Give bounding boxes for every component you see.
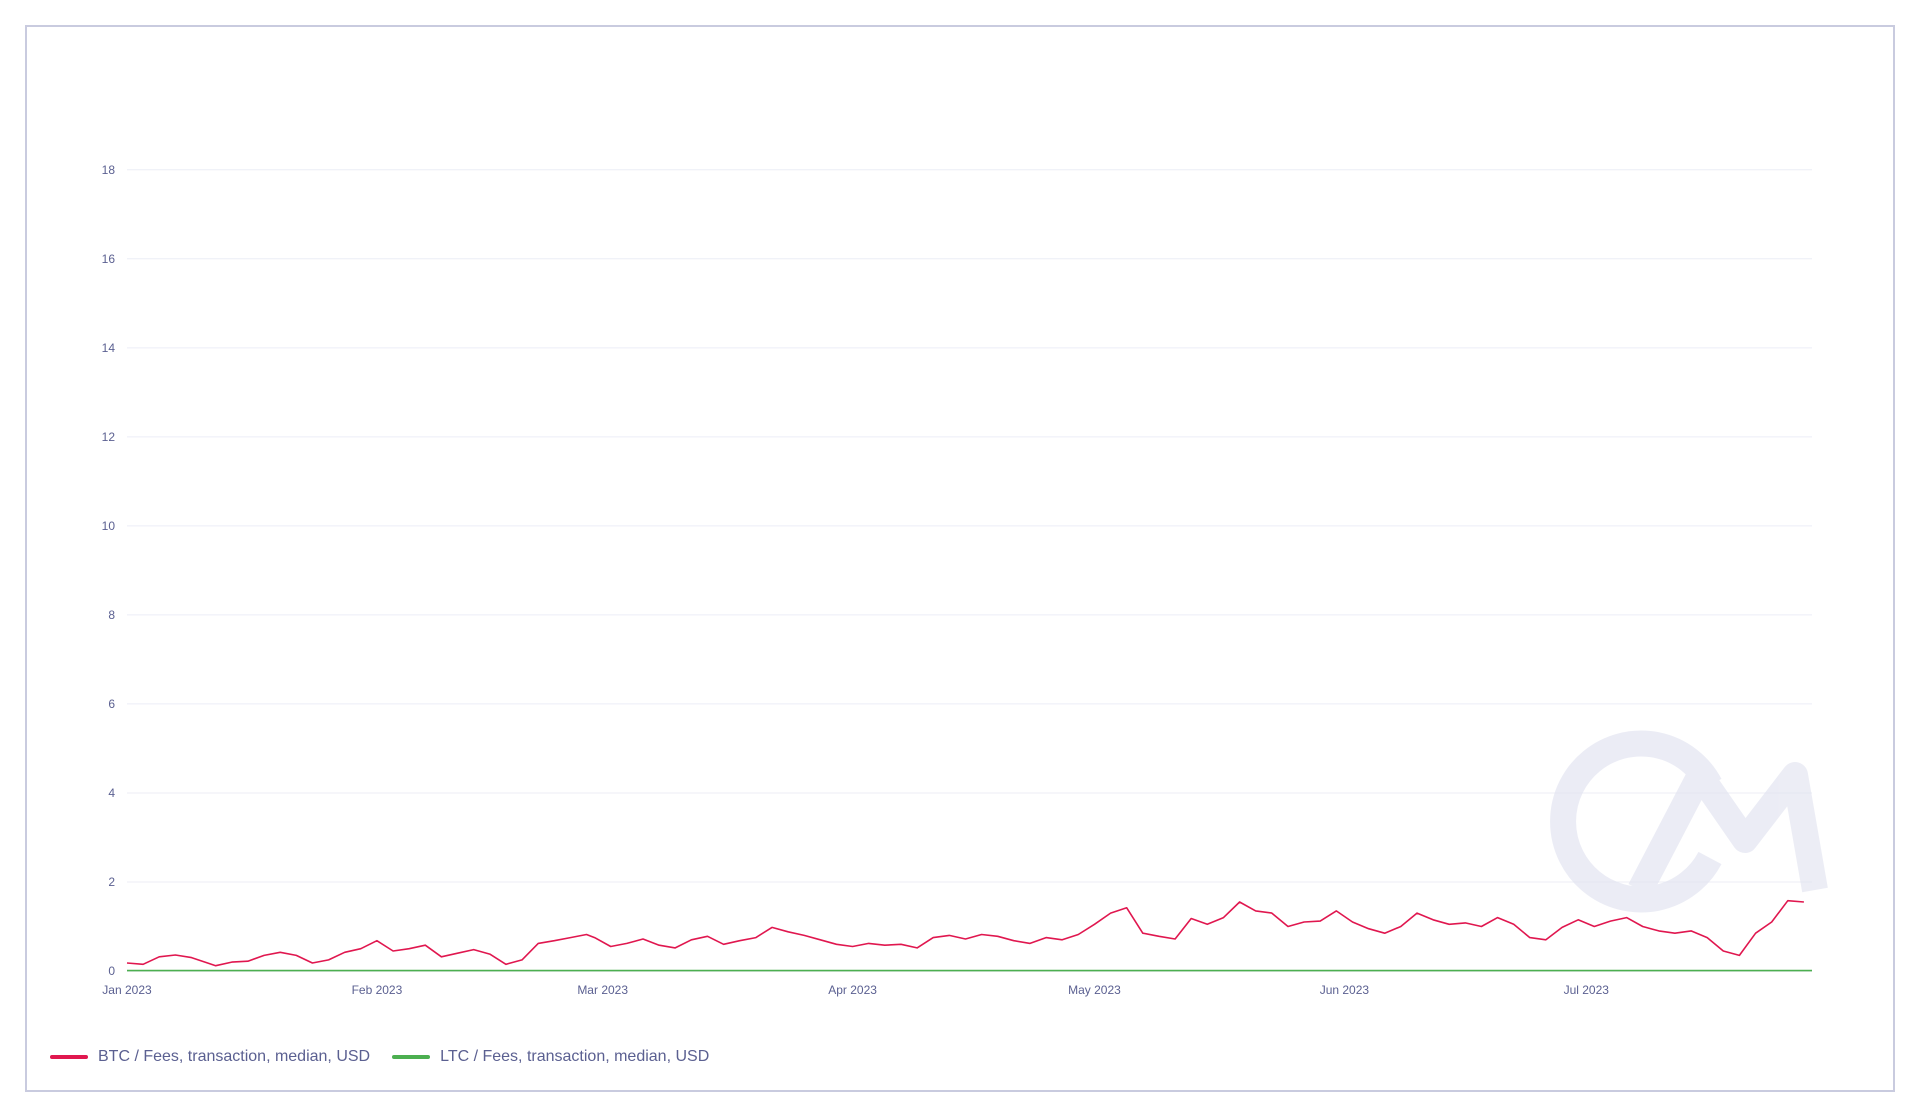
legend-label-btc: BTC / Fees, transaction, median, USD bbox=[98, 1048, 371, 1065]
series-line-btc[interactable] bbox=[126, 899, 1804, 967]
x-tick-label: Feb 2023 bbox=[352, 983, 403, 997]
axes: 0 2 4 6 8 10 12 14 16 18 Jan 2023 Feb 2023 Mar 2023 A… bbox=[102, 163, 1610, 997]
legend: BTC / Fees, transaction, median, USD LTC… bbox=[50, 1048, 709, 1066]
y-tick-label: 14 bbox=[102, 341, 116, 355]
cm-watermark-logo bbox=[1550, 730, 1828, 913]
y-tick-label: 8 bbox=[108, 608, 115, 622]
legend-swatch-ltc bbox=[392, 1055, 431, 1059]
legend-swatch-btc bbox=[50, 1055, 88, 1059]
x-tick-label: Jun 2023 bbox=[1320, 983, 1370, 997]
legend-label-ltc: LTC / Fees, transaction, median, USD bbox=[440, 1048, 710, 1065]
legend-item-btc[interactable]: BTC / Fees, transaction, median, USD bbox=[50, 1048, 370, 1066]
series-lines bbox=[126, 899, 1812, 972]
y-tick-label: 2 bbox=[108, 875, 115, 889]
x-tick-label: Jan 2023 bbox=[102, 983, 152, 997]
y-tick-label: 4 bbox=[108, 786, 115, 800]
x-tick-label: Mar 2023 bbox=[577, 983, 628, 997]
y-tick-label: 6 bbox=[108, 697, 115, 711]
legend-item-ltc[interactable]: LTC / Fees, transaction, median, USD bbox=[392, 1048, 709, 1066]
x-tick-label: Jul 2023 bbox=[1564, 983, 1610, 997]
y-tick-label: 16 bbox=[102, 252, 116, 266]
y-tick-label: 10 bbox=[102, 519, 116, 533]
y-tick-label: 12 bbox=[102, 430, 116, 444]
x-tick-label: Apr 2023 bbox=[828, 983, 877, 997]
x-tick-label: May 2023 bbox=[1068, 983, 1121, 997]
chart-frame bbox=[25, 25, 1895, 1092]
y-tick-label: 0 bbox=[108, 964, 115, 978]
y-tick-label: 18 bbox=[102, 163, 116, 177]
